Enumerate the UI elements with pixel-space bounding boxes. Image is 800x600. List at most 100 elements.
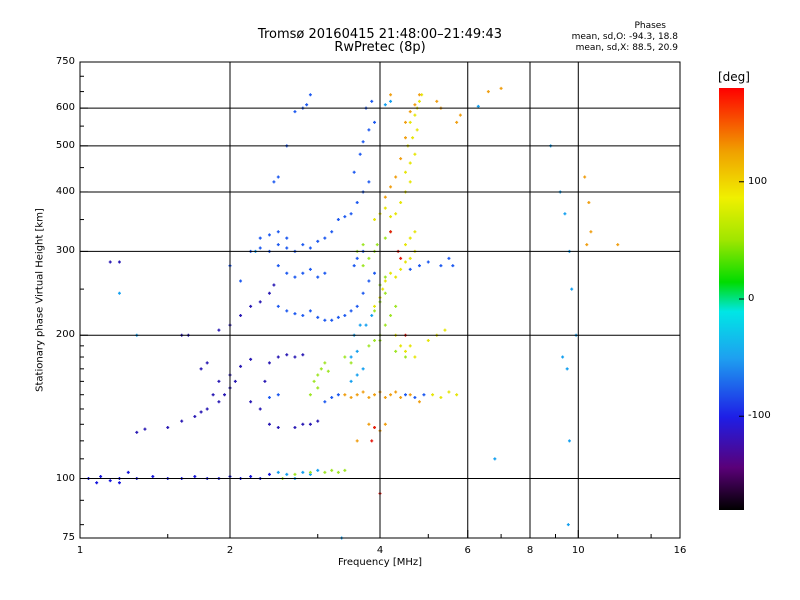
data-point xyxy=(117,291,121,295)
data-point xyxy=(399,344,403,348)
data-point xyxy=(323,271,327,275)
data-point xyxy=(403,393,407,397)
data-points xyxy=(86,86,620,540)
data-point xyxy=(417,264,421,268)
data-point xyxy=(383,291,387,295)
data-point xyxy=(293,425,297,429)
data-point xyxy=(258,246,262,250)
chart-subtitle: RwPretec (8p) xyxy=(334,40,426,55)
data-point xyxy=(143,427,147,431)
data-point xyxy=(361,291,365,295)
data-point xyxy=(373,304,377,308)
data-point xyxy=(285,353,289,357)
data-point xyxy=(349,309,353,313)
data-point xyxy=(249,304,253,308)
data-point xyxy=(99,474,103,478)
data-point xyxy=(285,472,289,476)
data-point xyxy=(417,99,421,103)
data-point xyxy=(413,113,417,117)
data-point xyxy=(381,287,385,291)
x-tick-label: 4 xyxy=(376,545,384,556)
data-point xyxy=(367,395,371,399)
data-point xyxy=(408,344,412,348)
data-point xyxy=(399,201,403,205)
phases-heading: Phases xyxy=(634,21,666,31)
data-point xyxy=(301,243,305,247)
data-point xyxy=(389,99,393,103)
data-point xyxy=(447,390,451,394)
data-point xyxy=(567,439,571,443)
data-point xyxy=(403,136,407,140)
data-point xyxy=(439,395,443,399)
data-point xyxy=(323,470,327,474)
data-point xyxy=(361,243,365,247)
data-point xyxy=(415,128,419,132)
data-point xyxy=(408,180,412,184)
data-point xyxy=(336,218,340,222)
data-point xyxy=(217,328,221,332)
data-point xyxy=(383,395,387,399)
data-point xyxy=(443,328,447,332)
data-point xyxy=(199,410,203,414)
data-point xyxy=(316,386,320,390)
data-point xyxy=(239,364,243,368)
data-point xyxy=(408,267,412,271)
data-point xyxy=(413,152,417,156)
data-point xyxy=(375,243,379,247)
data-point xyxy=(355,393,359,397)
data-point xyxy=(301,271,305,275)
data-point xyxy=(403,243,407,247)
data-point xyxy=(180,419,184,423)
data-point xyxy=(349,212,353,216)
data-point xyxy=(308,246,312,250)
data-point xyxy=(561,355,565,359)
data-point xyxy=(403,355,407,359)
data-point xyxy=(343,314,347,318)
data-point xyxy=(349,379,353,383)
data-point xyxy=(267,291,271,295)
data-point xyxy=(312,379,316,383)
y-tick-label: 750 xyxy=(55,56,75,67)
data-point xyxy=(272,283,276,287)
data-point xyxy=(383,103,387,107)
data-point xyxy=(276,230,280,234)
data-point xyxy=(316,315,320,319)
data-point xyxy=(394,304,398,308)
data-point xyxy=(258,300,262,304)
data-point xyxy=(352,264,356,268)
data-point xyxy=(308,93,312,97)
data-point xyxy=(389,215,393,219)
data-point xyxy=(343,215,347,219)
data-point xyxy=(330,395,334,399)
grid-lines xyxy=(80,62,680,538)
data-point xyxy=(193,414,197,418)
data-point xyxy=(117,260,121,264)
data-point xyxy=(330,230,334,234)
x-tick-label: 1 xyxy=(76,545,84,556)
y-tick-label: 100 xyxy=(55,472,75,484)
data-point xyxy=(308,393,312,397)
data-point xyxy=(135,430,139,434)
x-tick-label: 2 xyxy=(226,545,234,556)
data-point xyxy=(108,479,112,483)
data-point xyxy=(358,152,362,156)
data-point xyxy=(355,349,359,353)
data-point xyxy=(285,271,289,275)
data-point xyxy=(370,314,374,318)
data-point xyxy=(383,422,387,426)
y-tick-label: 400 xyxy=(55,185,75,197)
colorbar-tick-label: 0 xyxy=(748,293,755,304)
data-point xyxy=(323,400,327,404)
data-point xyxy=(413,230,417,234)
colorbar-unit-label: [deg] xyxy=(718,70,750,84)
data-point xyxy=(383,323,387,327)
data-point xyxy=(373,271,377,275)
data-point xyxy=(336,470,340,474)
data-point xyxy=(276,393,280,397)
data-point xyxy=(233,379,237,383)
data-point xyxy=(370,99,374,103)
data-point xyxy=(349,361,353,365)
data-point xyxy=(276,175,280,179)
data-point xyxy=(211,393,215,397)
data-point xyxy=(276,355,280,359)
